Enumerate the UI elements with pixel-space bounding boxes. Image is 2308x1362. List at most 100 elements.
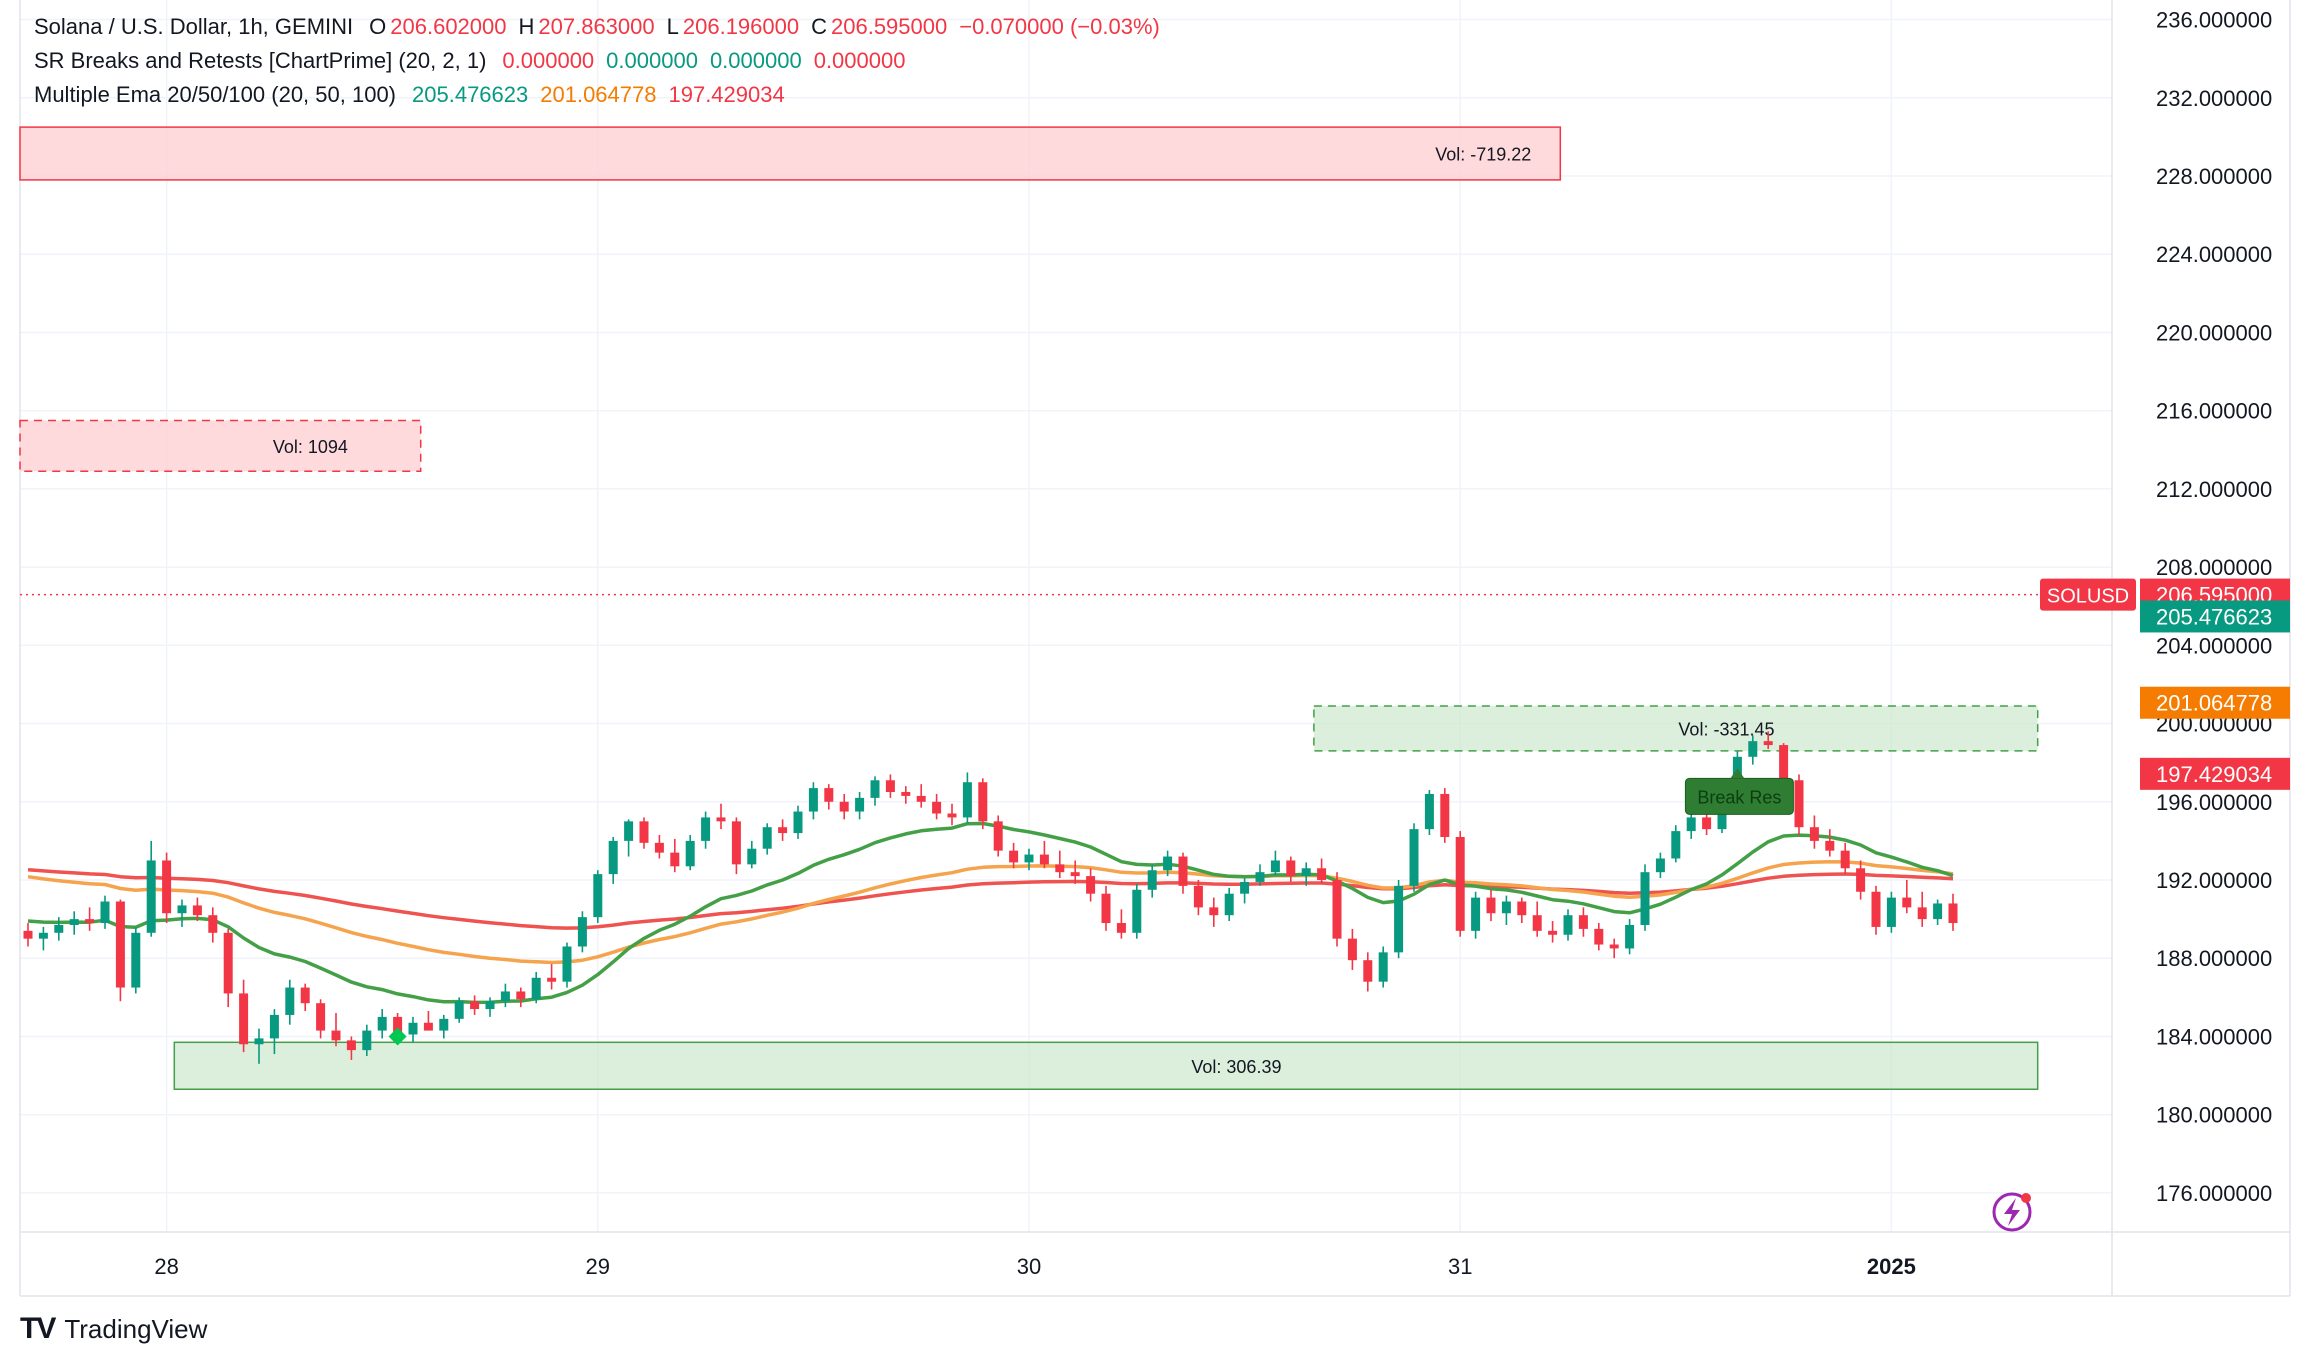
candle-body xyxy=(254,1038,264,1045)
symbol-tag xyxy=(2040,578,2136,611)
tradingview-logo-icon: TV xyxy=(20,1312,56,1345)
zone-volume-label: Vol: -719.22 xyxy=(1435,145,1531,165)
resistance-zone xyxy=(19,126,1562,181)
candle-body xyxy=(1409,829,1419,886)
ema-value-tag-label: 197.429034 xyxy=(2156,762,2272,787)
candle-body xyxy=(1578,915,1588,929)
candle-body xyxy=(1009,850,1019,863)
candle-body xyxy=(1178,856,1188,886)
candle-body xyxy=(331,1030,341,1041)
zone-volume-label: Vol: 1094 xyxy=(273,437,348,457)
lightning-icon[interactable] xyxy=(1992,1192,2032,1232)
ema-50-line xyxy=(27,859,1954,965)
candle-body xyxy=(1933,903,1943,920)
zone-volume-label: Vol: 306.39 xyxy=(1191,1057,1281,1077)
ema-value-tag xyxy=(2140,686,2290,719)
candle-body xyxy=(285,987,295,1015)
legend-main-title: Solana / U.S. Dollar, 1h, GEMINI xyxy=(34,14,354,39)
candle-body xyxy=(146,860,156,933)
candle-body xyxy=(1394,885,1404,953)
candle-body xyxy=(1286,860,1296,877)
candle-body xyxy=(223,932,233,994)
candle-body xyxy=(1101,893,1111,924)
time-tick-label: 28 xyxy=(154,1254,178,1279)
candle-body xyxy=(1501,901,1511,914)
candle-body xyxy=(778,827,788,834)
candle-body xyxy=(531,977,541,1000)
resistance-zone xyxy=(19,419,422,473)
legend-sr-value-4: 0.000000 xyxy=(813,48,906,73)
chart-legend: Solana / U.S. Dollar, 1h, GEMINI O 206.60… xyxy=(34,10,1160,112)
candle-body xyxy=(808,788,818,812)
candle-body xyxy=(1255,872,1265,882)
candle-body xyxy=(947,813,957,818)
candle-body xyxy=(870,780,880,798)
candle-body xyxy=(69,919,79,925)
candle-body xyxy=(1686,817,1696,832)
candle-body xyxy=(1671,831,1681,859)
candle-body xyxy=(685,840,695,867)
candle-body xyxy=(423,1022,433,1031)
price-tick-label: 176.000000 xyxy=(2156,1181,2272,1206)
legend-ema-row: Multiple Ema 20/50/100 (20, 50, 100) 205… xyxy=(34,78,1160,112)
candle-body xyxy=(962,782,972,818)
candle-body xyxy=(1455,836,1465,931)
ema-value-tag-label: 205.476623 xyxy=(2156,604,2272,629)
candle-body xyxy=(316,1003,326,1031)
candle-body xyxy=(562,946,572,982)
price-tick-label: 192.000000 xyxy=(2156,868,2272,893)
legend-sr-value-1: 0.000000 xyxy=(502,48,595,73)
price-tick-label: 232.000000 xyxy=(2156,86,2272,111)
time-tick-label: 29 xyxy=(586,1254,610,1279)
candle-body xyxy=(470,1001,480,1010)
legend-low-label: L xyxy=(666,14,679,39)
candle-body xyxy=(1856,868,1866,892)
candle-body xyxy=(1517,901,1527,916)
candle-body xyxy=(162,860,172,914)
candle-body xyxy=(1132,889,1142,933)
candle-body xyxy=(577,917,587,947)
candle-body xyxy=(993,821,1003,851)
price-tick-label: 216.000000 xyxy=(2156,399,2272,424)
candle-body xyxy=(115,901,125,988)
price-tick-label: 228.000000 xyxy=(2156,164,2272,189)
candle-body xyxy=(1748,741,1758,757)
candle-body xyxy=(1594,928,1604,945)
time-tick-label: 2025 xyxy=(1867,1254,1916,1279)
legend-open-value: 206.602000 xyxy=(390,14,507,39)
legend-sr-value-3: 0.000000 xyxy=(709,48,802,73)
price-tick-label: 204.000000 xyxy=(2156,633,2272,658)
candle-body xyxy=(1902,897,1912,908)
ema-value-tag xyxy=(2140,600,2290,633)
candle-body xyxy=(1532,915,1542,931)
candle-body xyxy=(762,827,772,849)
candle-body xyxy=(485,1001,495,1010)
candle-body xyxy=(208,915,218,933)
tradingview-brand[interactable]: TV TradingView xyxy=(20,1312,207,1346)
support-zone xyxy=(173,1041,2039,1090)
candle-body xyxy=(747,848,757,865)
candle-body xyxy=(855,797,865,812)
candle-body xyxy=(793,811,803,834)
price-tick-label: 220.000000 xyxy=(2156,320,2272,345)
candle-body xyxy=(1332,880,1342,939)
ema-100-line xyxy=(27,867,1954,930)
time-tick-label: 31 xyxy=(1448,1254,1472,1279)
legend-ema100-value: 197.429034 xyxy=(668,82,785,107)
candle-body xyxy=(192,905,202,916)
candle-body xyxy=(408,1022,418,1035)
candle-body xyxy=(608,840,618,875)
candle-body xyxy=(670,852,680,867)
price-tick-label: 188.000000 xyxy=(2156,946,2272,971)
candle-body xyxy=(269,1014,279,1039)
candle-body xyxy=(1640,872,1650,925)
candle-body xyxy=(516,991,526,1000)
candle-body xyxy=(239,993,249,1045)
price-tick-label: 196.000000 xyxy=(2156,790,2272,815)
candle-body xyxy=(500,991,510,1002)
candle-body xyxy=(1270,860,1280,873)
candle-body xyxy=(885,780,895,792)
symbol-tag-label: SOLUSD xyxy=(2047,586,2129,608)
candle-body xyxy=(1301,868,1311,877)
